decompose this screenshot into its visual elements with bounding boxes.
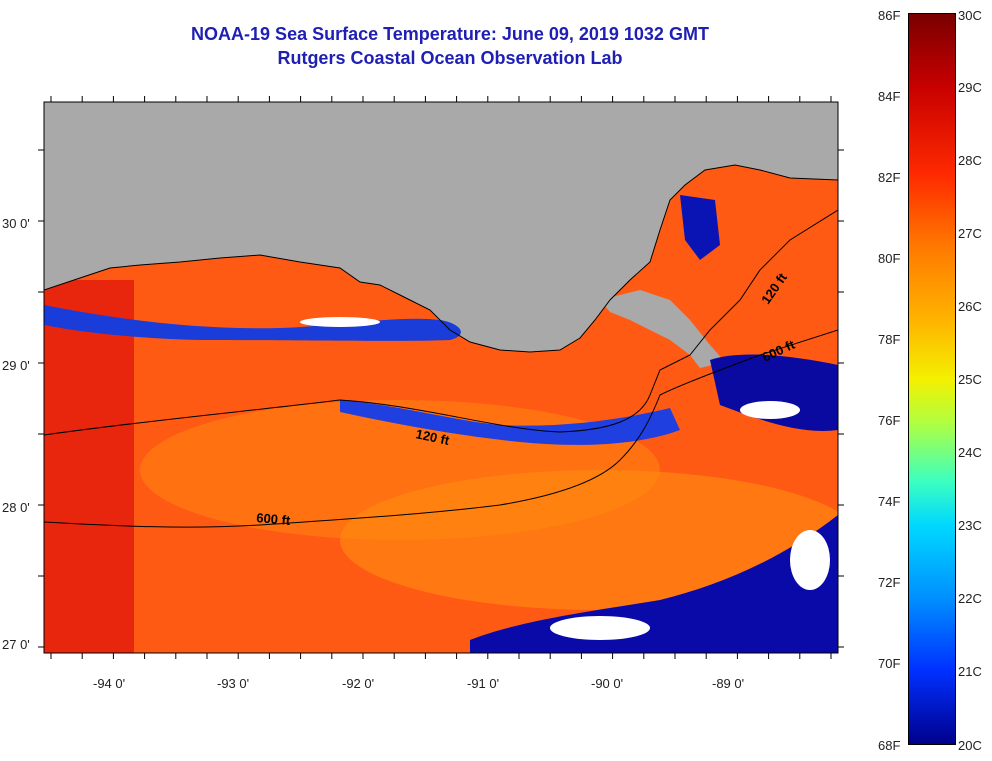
- coastline: [44, 164, 838, 353]
- colorbar-f-label: 80F: [878, 251, 901, 266]
- land-mass: [44, 102, 838, 352]
- colorbar-c-label: 21C: [958, 664, 982, 679]
- cold-band-coast: [44, 305, 461, 341]
- cloud-mask: [790, 530, 830, 590]
- temperature-colorbar: [908, 13, 956, 745]
- warm-west-region: [44, 280, 134, 653]
- lon-label: -91 0': [467, 676, 500, 691]
- colorbar-f-label: 70F: [878, 656, 901, 671]
- lat-label: 27 0': [2, 637, 30, 652]
- map-subtitle: Rutgers Coastal Ocean Observation Lab: [277, 48, 623, 68]
- cold-patch-south: [470, 515, 838, 653]
- colorbar-c-label: 20C: [958, 738, 982, 753]
- colorbar-f-label: 72F: [878, 575, 901, 590]
- cloud-mask: [550, 616, 650, 640]
- colorbar-f-label: 78F: [878, 332, 901, 347]
- cloud-mask: [740, 401, 800, 419]
- colorbar-c-label: 22C: [958, 591, 982, 606]
- colorbar-c-label: 30C: [958, 8, 982, 23]
- colorbar-f-label: 86F: [878, 8, 901, 23]
- colorbar-f-label: 82F: [878, 170, 901, 185]
- cloud-mask: [300, 317, 380, 327]
- map-frame: [43, 101, 839, 654]
- cold-patch-ne: [680, 195, 720, 260]
- colorbar-f-label: 74F: [878, 494, 901, 509]
- lon-label: -94 0': [93, 676, 126, 691]
- colorbar-c-label: 23C: [958, 518, 982, 533]
- tick-marks: [38, 96, 844, 659]
- contour-600ft: [44, 329, 838, 528]
- colorbar-c-label: 28C: [958, 153, 982, 168]
- lat-label: 28 0': [2, 500, 30, 515]
- colorbar-c-label: 26C: [958, 299, 982, 314]
- lat-label: 29 0': [2, 358, 30, 373]
- cold-band-mid: [340, 400, 680, 445]
- contour-120ft: [44, 209, 838, 436]
- contour-label: 120 ft: [414, 426, 451, 448]
- map-layers: [44, 102, 838, 653]
- lon-label: -93 0': [217, 676, 250, 691]
- lon-label: -92 0': [342, 676, 375, 691]
- lon-label: -89 0': [712, 676, 745, 691]
- colorbar-f-label: 68F: [878, 738, 901, 753]
- land-mississippi-delta: [600, 290, 725, 368]
- map-title: NOAA-19 Sea Surface Temperature: June 09…: [191, 24, 709, 44]
- contour-label: 600 ft: [256, 510, 292, 528]
- colorbar-c-label: 27C: [958, 226, 982, 241]
- colorbar-f-label: 76F: [878, 413, 901, 428]
- lat-label: 30 0': [2, 216, 30, 231]
- colorbar-c-label: 24C: [958, 445, 982, 460]
- warm-band-south: [340, 470, 838, 610]
- lon-label: -90 0': [591, 676, 624, 691]
- colorbar-c-label: 29C: [958, 80, 982, 95]
- colorbar-c-label: 25C: [958, 372, 982, 387]
- colorbar-f-label: 84F: [878, 89, 901, 104]
